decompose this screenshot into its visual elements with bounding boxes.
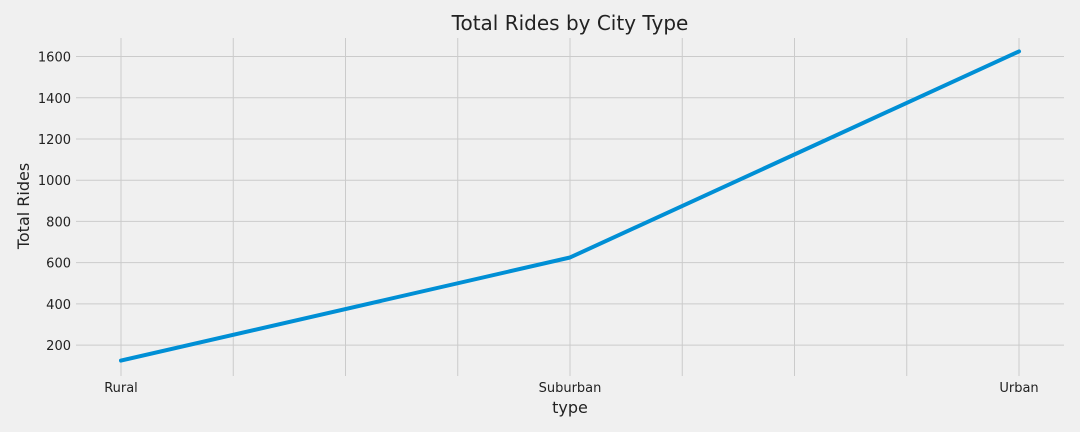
y-tick-label: 1200 bbox=[38, 133, 71, 148]
x-axis-label: type bbox=[552, 398, 588, 417]
x-tick-labels: Rural Suburban Urban bbox=[104, 381, 1038, 396]
x-tick-label-urban: Urban bbox=[999, 381, 1038, 396]
y-tick-labels: 200 400 600 800 1000 1200 1400 1600 bbox=[38, 51, 71, 355]
y-tick-label: 400 bbox=[46, 298, 71, 313]
y-tick-label: 600 bbox=[46, 257, 71, 272]
series-line-0 bbox=[119, 49, 1021, 363]
y-tick-label: 1000 bbox=[38, 174, 71, 189]
y-axis-label: Total Rides bbox=[14, 163, 33, 250]
y-tick-label: 1400 bbox=[38, 92, 71, 107]
series-group bbox=[119, 49, 1021, 363]
y-tick-label: 200 bbox=[46, 339, 71, 354]
chart-title: Total Rides by City Type bbox=[451, 11, 689, 35]
y-tick-label: 1600 bbox=[38, 51, 71, 66]
x-tick-label-rural: Rural bbox=[104, 381, 138, 396]
y-tick-label: 800 bbox=[46, 215, 71, 230]
x-tick-label-suburban: Suburban bbox=[539, 381, 602, 396]
